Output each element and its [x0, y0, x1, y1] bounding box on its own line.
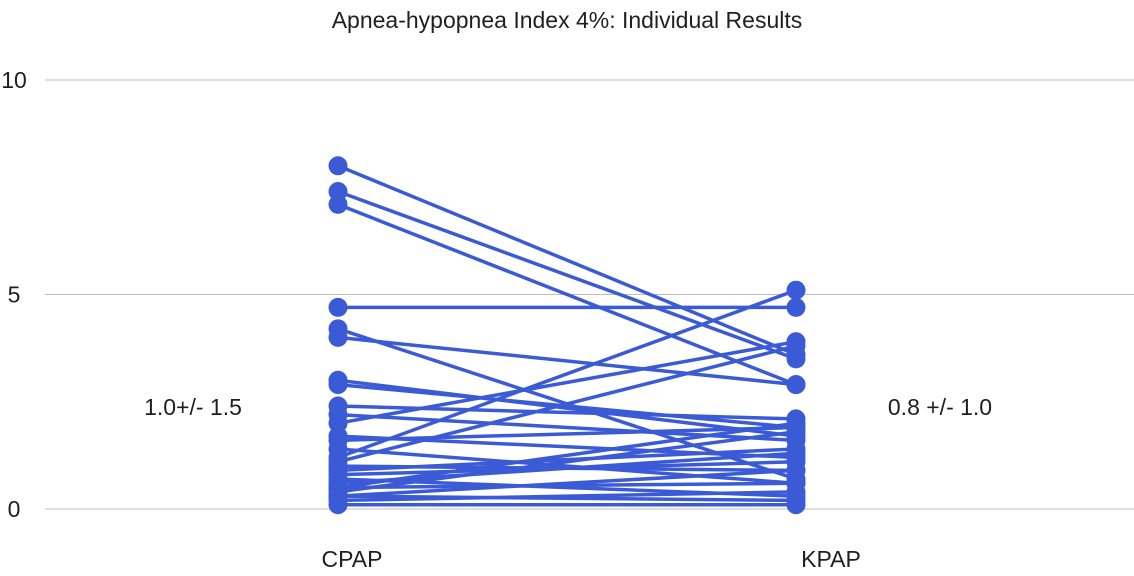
- y-tick-label: 0: [8, 496, 21, 522]
- data-point-cpap: [328, 194, 348, 214]
- gridlines: [45, 79, 1134, 510]
- subject-line: [337, 189, 797, 361]
- annotation-kpap-mean: 0.8 +/- 1.0: [888, 394, 992, 420]
- subject-line: [337, 425, 797, 443]
- subject-line: [337, 430, 797, 494]
- series-lines: [328, 156, 806, 515]
- data-point-cpap: [328, 297, 348, 317]
- data-point-kpap: [786, 280, 806, 300]
- subject-line: [337, 344, 797, 464]
- data-point-kpap: [786, 460, 806, 480]
- subject-line: [337, 490, 797, 503]
- subject-line: [337, 447, 797, 486]
- subject-line: [337, 339, 797, 425]
- subject-line: [337, 382, 797, 430]
- category-label-kpap: KPAP: [801, 546, 861, 572]
- y-tick-label: 5: [8, 282, 21, 308]
- data-point-kpap: [786, 422, 806, 442]
- subject-line: [337, 468, 797, 498]
- data-point-cpap: [328, 375, 348, 395]
- y-axis-ticks: 0 5 10: [1, 67, 27, 522]
- data-point-cpap: [328, 327, 348, 347]
- chart-title: Apnea-hypopnea Index 4%: Individual Resu…: [332, 7, 803, 33]
- data-point-cpap: [328, 156, 348, 176]
- data-point-kpap: [786, 375, 806, 395]
- data-point-cpap: [328, 495, 348, 515]
- subject-line: [337, 481, 797, 490]
- data-point-kpap: [786, 443, 806, 463]
- data-point-kpap: [786, 297, 806, 317]
- data-point-kpap: [786, 336, 806, 356]
- subject-line: [337, 412, 797, 443]
- annotation-cpap-mean: 1.0+/- 1.5: [144, 394, 242, 420]
- category-label-cpap: CPAP: [322, 546, 383, 572]
- y-tick-label: 10: [1, 67, 27, 93]
- subject-line: [337, 378, 797, 438]
- subject-line: [337, 447, 797, 473]
- subject-line: [337, 421, 797, 490]
- subject-line: [337, 335, 797, 387]
- subject-line: [337, 288, 797, 460]
- subject-line: [337, 164, 797, 357]
- subject-line: [337, 494, 797, 503]
- data-point-kpap: [786, 495, 806, 515]
